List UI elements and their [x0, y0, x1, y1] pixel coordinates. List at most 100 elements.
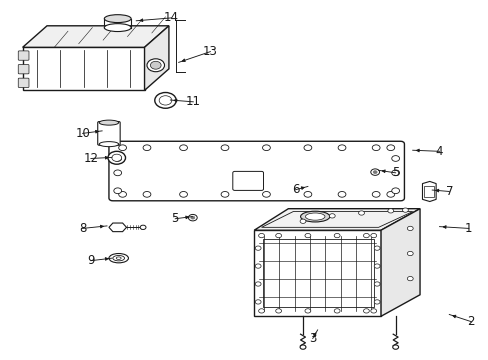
Circle shape [386, 192, 394, 197]
Circle shape [190, 216, 194, 219]
Circle shape [114, 170, 122, 176]
Text: 12: 12 [83, 152, 98, 165]
Text: 9: 9 [87, 254, 95, 267]
Circle shape [358, 211, 364, 215]
Circle shape [372, 171, 376, 174]
FancyBboxPatch shape [98, 122, 120, 145]
Circle shape [119, 145, 126, 150]
FancyBboxPatch shape [18, 51, 29, 60]
Ellipse shape [104, 15, 131, 23]
Circle shape [221, 192, 228, 197]
Polygon shape [254, 230, 380, 316]
Circle shape [275, 233, 281, 238]
Circle shape [407, 251, 412, 256]
Circle shape [114, 188, 122, 194]
Ellipse shape [99, 120, 119, 125]
FancyBboxPatch shape [109, 141, 404, 201]
Ellipse shape [300, 211, 329, 222]
Circle shape [305, 233, 310, 238]
Circle shape [337, 145, 345, 150]
Polygon shape [22, 47, 144, 90]
FancyBboxPatch shape [18, 78, 29, 87]
Circle shape [255, 282, 261, 286]
Circle shape [371, 145, 379, 150]
Circle shape [407, 276, 412, 281]
Circle shape [255, 300, 261, 304]
Circle shape [143, 192, 151, 197]
Circle shape [112, 154, 122, 161]
Circle shape [304, 145, 311, 150]
Ellipse shape [113, 256, 124, 261]
Circle shape [258, 309, 264, 313]
Circle shape [373, 300, 379, 304]
Polygon shape [144, 26, 168, 90]
Circle shape [188, 215, 197, 221]
Circle shape [371, 192, 379, 197]
Circle shape [370, 233, 376, 238]
Circle shape [391, 188, 399, 194]
Text: 1: 1 [464, 222, 471, 235]
Circle shape [140, 225, 146, 229]
Text: 7: 7 [445, 185, 452, 198]
Circle shape [407, 226, 412, 230]
Circle shape [392, 345, 398, 349]
Circle shape [370, 169, 379, 175]
Circle shape [150, 61, 161, 69]
Circle shape [108, 151, 125, 164]
Text: 5: 5 [391, 166, 399, 179]
Circle shape [221, 145, 228, 150]
Circle shape [373, 264, 379, 268]
Text: 6: 6 [291, 183, 299, 196]
Circle shape [304, 192, 311, 197]
Circle shape [262, 192, 270, 197]
Polygon shape [109, 223, 126, 231]
Ellipse shape [109, 253, 128, 263]
Text: 13: 13 [203, 45, 217, 58]
Circle shape [275, 309, 281, 313]
Circle shape [305, 309, 310, 313]
Circle shape [155, 93, 176, 108]
Circle shape [363, 309, 368, 313]
Text: 2: 2 [467, 315, 474, 328]
FancyBboxPatch shape [18, 64, 29, 74]
Circle shape [258, 233, 264, 238]
Circle shape [143, 145, 151, 150]
Circle shape [300, 219, 305, 224]
Text: 14: 14 [163, 12, 179, 24]
Circle shape [373, 282, 379, 286]
Polygon shape [22, 26, 168, 47]
FancyBboxPatch shape [232, 171, 263, 190]
Circle shape [386, 145, 394, 150]
Ellipse shape [104, 24, 131, 32]
Polygon shape [380, 209, 419, 316]
Text: 4: 4 [435, 145, 443, 158]
Circle shape [363, 233, 368, 238]
Ellipse shape [305, 213, 325, 220]
Circle shape [300, 345, 305, 349]
Circle shape [391, 170, 399, 176]
Circle shape [159, 96, 171, 105]
Text: 8: 8 [79, 222, 86, 235]
Circle shape [337, 192, 345, 197]
Text: 11: 11 [185, 95, 201, 108]
Circle shape [179, 192, 187, 197]
Circle shape [179, 145, 187, 150]
Polygon shape [254, 209, 419, 230]
Circle shape [333, 309, 339, 313]
Circle shape [370, 309, 376, 313]
Ellipse shape [99, 141, 119, 147]
Circle shape [387, 209, 393, 213]
Circle shape [147, 59, 164, 72]
Circle shape [402, 208, 407, 212]
Text: 10: 10 [75, 127, 90, 140]
Circle shape [114, 156, 122, 161]
Text: 3: 3 [308, 332, 316, 345]
Text: 5: 5 [171, 212, 179, 225]
Circle shape [391, 156, 399, 161]
Circle shape [373, 246, 379, 250]
Polygon shape [422, 181, 435, 202]
Circle shape [255, 246, 261, 250]
Circle shape [119, 192, 126, 197]
Circle shape [333, 233, 339, 238]
Ellipse shape [116, 257, 121, 260]
